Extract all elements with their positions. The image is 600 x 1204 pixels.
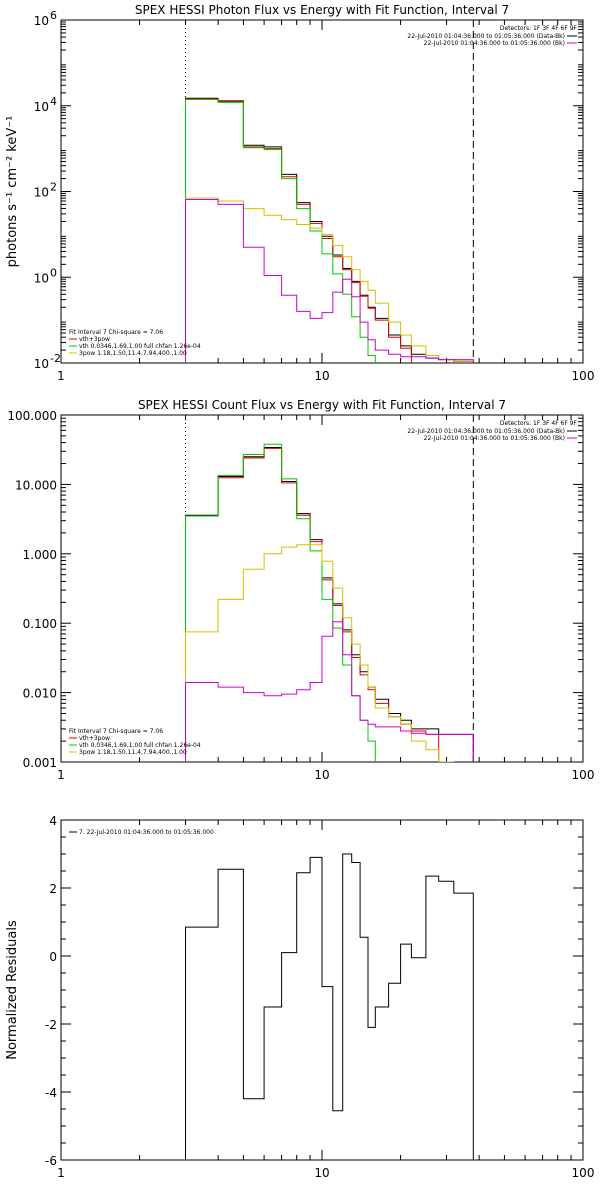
legend-left-entry: vth+3pow — [79, 336, 110, 343]
chart-2: SPEX HESSI Count Flux vs Energy with Fit… — [7, 398, 594, 782]
series-magenta — [185, 199, 474, 363]
legend-left-entry: vth 0.0346,1.69,1.00 full chfan 1.26e-04 — [79, 742, 201, 749]
series-yellow — [185, 197, 474, 363]
detectors-label: Detectors: 1F 3F 4F 6F 9F — [500, 420, 578, 427]
series-magenta — [185, 621, 474, 762]
y-axis-label: Normalized Residuals — [5, 920, 20, 1060]
chart-1: SPEX HESSI Photon Flux vs Energy with Fi… — [5, 3, 594, 383]
legend-left-entry: 3pow 1.18,1.50,11.4,7.94,400.,1.00 — [79, 350, 187, 357]
legend-right-entry: 22-Jul-2010 01:04:36.000 to 01:05:36.000… — [424, 40, 565, 47]
legend-left-entry: 7. 22-Jul-2010 01:04:36.000 to 01:05:36.… — [79, 829, 214, 836]
series-total — [185, 97, 474, 363]
y-tick-label: 10 — [34, 14, 49, 28]
series-green — [185, 99, 376, 363]
legend-right-entry: 22-Jul-2010 01:04:36.000 to 01:05:36.000… — [407, 33, 565, 40]
legend-left-entry: vth+3pow — [79, 735, 110, 742]
series-group — [185, 443, 474, 762]
detectors-label: Detectors: 1F 3F 4F 6F 9F — [500, 25, 578, 32]
y-tick-exponent: 2 — [50, 181, 57, 194]
x-tick-label: 10 — [314, 768, 329, 782]
series-green — [185, 443, 376, 762]
y-tick-label: 4 — [49, 814, 57, 828]
y-tick-label: 10.000 — [15, 478, 57, 492]
y-tick-exponent: 6 — [50, 9, 57, 22]
y-tick-exponent: 0 — [50, 266, 57, 279]
x-tick-label: 10 — [314, 1166, 329, 1180]
y-tick-exponent: 4 — [50, 95, 57, 108]
y-tick-exponent: -2 — [50, 352, 61, 365]
y-tick-label: 10 — [34, 271, 49, 285]
series-group — [185, 853, 474, 1160]
y-tick-label: 2 — [49, 882, 57, 896]
series-red — [185, 98, 412, 363]
y-tick-label: 0 — [49, 950, 57, 964]
y-tick-label: -6 — [45, 1154, 57, 1168]
legend-right-entry: 22-Jul-2010 01:04:36.000 to 01:05:36.000… — [407, 428, 565, 435]
y-tick-label: 10 — [34, 357, 49, 371]
legend-left-entry: vth 0.0346,1.69,1.00 full chfan 1.26e-04 — [79, 343, 201, 350]
y-tick-label: 10 — [34, 100, 49, 114]
series-total — [185, 447, 474, 762]
x-tick-label: 1 — [57, 768, 65, 782]
legend-left-entry: 3pow 1.18,1.50,11.4,7.94,400.,1.00 — [79, 749, 187, 756]
x-tick-label: 100 — [572, 768, 595, 782]
series-total — [185, 853, 474, 1160]
y-tick-label: 0.100 — [23, 617, 57, 631]
x-tick-label: 1 — [57, 1166, 65, 1180]
x-tick-label: 100 — [572, 369, 595, 383]
y-tick-label: 1.000 — [23, 548, 57, 562]
chart-title: SPEX HESSI Photon Flux vs Energy with Fi… — [135, 3, 509, 17]
plot-frame — [60, 19, 584, 364]
legend-left-entry: Fit Interval 7 Chi-square = 7.06 — [69, 329, 163, 336]
y-tick-label: 100.000 — [7, 409, 57, 423]
legend-right-entry: 22-Jul-2010 01:04:36.000 to 01:05:36.000… — [424, 435, 565, 442]
chart-title: SPEX HESSI Count Flux vs Energy with Fit… — [138, 398, 506, 412]
chart-3: 1 10 100 -6 -4 -2 0 2 4 Normalized Residuals 7. 22… — [5, 814, 594, 1180]
y-tick-label: -2 — [45, 1018, 57, 1032]
y-tick-label: 10 — [34, 186, 49, 200]
y-tick-label: 0.001 — [23, 756, 57, 770]
y-axis-label: photons s⁻¹ cm⁻² keV⁻¹ — [5, 116, 20, 268]
x-tick-label: 100 — [572, 1166, 595, 1180]
x-tick-label: 10 — [314, 369, 329, 383]
series-group — [185, 97, 474, 363]
x-tick-label: 1 — [57, 369, 65, 383]
series-yellow — [185, 544, 455, 762]
y-tick-label: 0.010 — [23, 687, 57, 701]
y-tick-label: -4 — [45, 1086, 57, 1100]
legend-left-entry: Fit Interval 7 Chi-square = 7.06 — [69, 728, 163, 735]
